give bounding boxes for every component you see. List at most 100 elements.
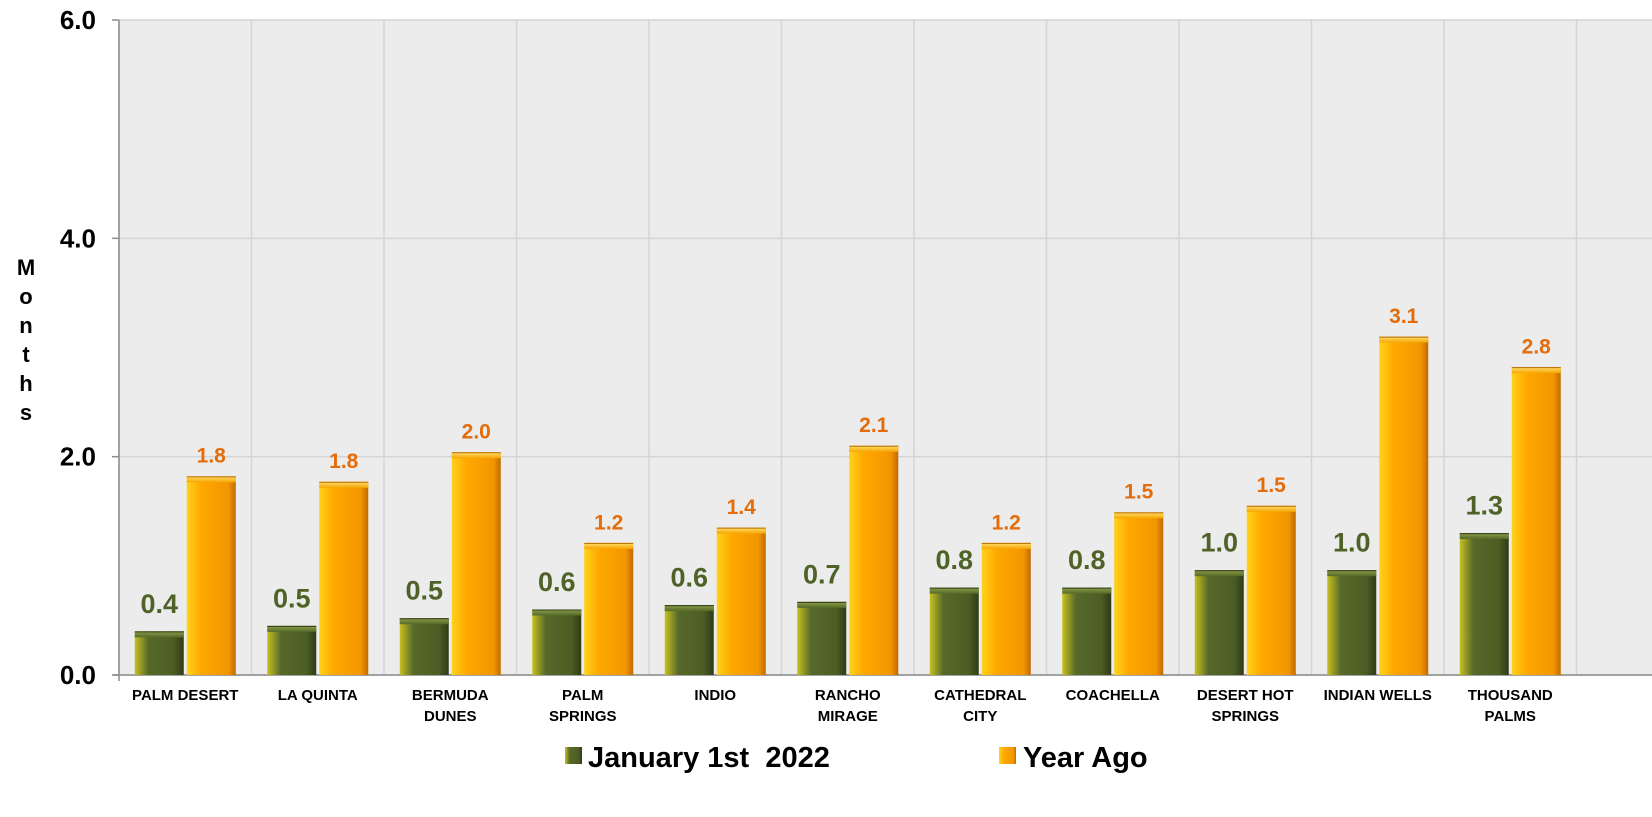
data-label: 0.7 bbox=[803, 559, 841, 589]
bar-body bbox=[1459, 533, 1509, 675]
bar-year-ago bbox=[716, 527, 766, 675]
x-tick-label-line: INDIAN WELLS bbox=[1324, 687, 1432, 704]
bar-bevel bbox=[267, 625, 317, 632]
legend-item-series-1: January 1st 2022 bbox=[565, 742, 830, 774]
data-label: 2.1 bbox=[859, 414, 889, 437]
bar-year-ago bbox=[1379, 336, 1429, 675]
bar-body bbox=[584, 542, 634, 675]
bar-january-2022 bbox=[134, 631, 184, 675]
bar-bevel bbox=[186, 476, 236, 483]
legend-item-series-2: Year Ago bbox=[999, 742, 1148, 774]
legend-label-series-1: January 1st 2022 bbox=[588, 742, 830, 774]
data-label: 0.6 bbox=[538, 567, 576, 597]
bar-bevel bbox=[1114, 512, 1164, 519]
bar-january-2022 bbox=[1327, 570, 1377, 675]
x-tick-label-line: DESERT HOT bbox=[1197, 687, 1294, 704]
bar-body bbox=[849, 445, 899, 675]
x-tick-label: INDIO bbox=[694, 687, 736, 704]
data-label: 0.5 bbox=[273, 583, 311, 613]
legend-label-series-2: Year Ago bbox=[1023, 742, 1148, 774]
x-tick-label-line: PALM DESERT bbox=[132, 687, 238, 704]
x-tick-label-line: PALMS bbox=[1485, 708, 1536, 725]
bar-january-2022 bbox=[1062, 587, 1112, 675]
bar-body bbox=[1379, 336, 1429, 675]
legend-swatch-series-1 bbox=[565, 747, 582, 764]
bar-year-ago bbox=[451, 452, 501, 675]
data-label: 2.8 bbox=[1522, 336, 1552, 359]
data-label: 1.2 bbox=[992, 511, 1021, 534]
bar-bevel bbox=[584, 542, 634, 549]
data-label: 1.4 bbox=[727, 496, 757, 519]
y-axis-label-letter: s bbox=[20, 400, 32, 425]
bar-bevel bbox=[319, 481, 369, 488]
x-tick-label-line: SPRINGS bbox=[1211, 708, 1279, 725]
bar-bevel bbox=[849, 445, 899, 452]
bar-year-ago bbox=[849, 445, 899, 675]
x-axis: PALM DESERT LA QUINTA BERMUDA DUNES PALM SPRI… bbox=[132, 687, 1553, 725]
bar-body bbox=[1327, 570, 1377, 675]
bar-bevel bbox=[399, 618, 449, 625]
x-tick-label: PALM SPRINGS bbox=[549, 687, 617, 725]
bar-january-2022 bbox=[532, 609, 582, 675]
y-axis-label-letter: n bbox=[19, 313, 32, 338]
x-tick-label: CATHEDRAL CITY bbox=[934, 687, 1026, 725]
data-label: 0.6 bbox=[670, 563, 708, 593]
x-tick-label: INDIAN WELLS bbox=[1324, 687, 1432, 704]
bar-bevel bbox=[532, 609, 582, 616]
y-axis: 0.0 2.0 4.0 6.0 bbox=[60, 5, 96, 690]
bar-bevel bbox=[797, 601, 847, 608]
x-tick-label-line: INDIO bbox=[694, 687, 736, 704]
bar-body bbox=[929, 587, 979, 675]
legend-swatch-series-2 bbox=[999, 747, 1016, 764]
data-label: 0.8 bbox=[1068, 545, 1106, 575]
data-label: 1.5 bbox=[1257, 474, 1287, 497]
bar-january-2022 bbox=[1194, 570, 1244, 675]
x-tick-label: BERMUDA DUNES bbox=[412, 687, 489, 725]
data-label: 0.4 bbox=[140, 589, 178, 619]
bar-bevel bbox=[1379, 336, 1429, 343]
y-axis-label-letter: o bbox=[19, 284, 32, 309]
x-tick-label-line: DUNES bbox=[424, 708, 477, 725]
data-label: 1.8 bbox=[197, 445, 227, 468]
y-axis-label-letter: M bbox=[17, 255, 35, 280]
bar-body bbox=[134, 631, 184, 675]
value-labels: 0.4 1.8 0.5 1.8 0.5 2.0 0.6 1.2 0.6 1.4 0.7 2.1 0.8 1… bbox=[140, 305, 1551, 619]
x-tick-label-line: CATHEDRAL bbox=[934, 687, 1026, 704]
y-tick-label: 6.0 bbox=[60, 5, 96, 35]
bar-body bbox=[1062, 587, 1112, 675]
x-tick-label: PALM DESERT bbox=[132, 687, 238, 704]
bar-bevel bbox=[1327, 570, 1377, 577]
y-tick-label: 0.0 bbox=[60, 660, 96, 690]
data-label: 0.8 bbox=[935, 545, 973, 575]
data-label: 2.0 bbox=[462, 421, 491, 444]
bar-january-2022 bbox=[267, 625, 317, 675]
bar-january-2022 bbox=[664, 605, 714, 675]
bars bbox=[134, 336, 1561, 675]
data-label: 0.5 bbox=[405, 576, 443, 606]
x-tick-label: RANCHO MIRAGE bbox=[815, 687, 881, 725]
x-tick-label: DESERT HOT SPRINGS bbox=[1197, 687, 1294, 725]
bar-bevel bbox=[929, 587, 979, 594]
x-tick-label-line: LA QUINTA bbox=[278, 687, 358, 704]
bar-january-2022 bbox=[929, 587, 979, 675]
y-axis-label-letter: t bbox=[22, 342, 30, 367]
y-axis-label-letter: h bbox=[19, 371, 32, 396]
bar-body bbox=[399, 618, 449, 675]
bar-bevel bbox=[1194, 570, 1244, 577]
data-label: 1.3 bbox=[1465, 491, 1503, 521]
bar-bevel bbox=[1511, 367, 1561, 374]
bar-bevel bbox=[1459, 533, 1509, 540]
x-tick-label-line: PALM bbox=[562, 687, 603, 704]
x-tick-label-line: SPRINGS bbox=[549, 708, 617, 725]
data-label: 1.2 bbox=[594, 511, 623, 534]
x-tick-label-line: RANCHO bbox=[815, 687, 881, 704]
bar-january-2022 bbox=[1459, 533, 1509, 675]
bar-body bbox=[186, 476, 236, 675]
bar-body bbox=[1246, 505, 1296, 675]
data-label: 1.8 bbox=[329, 450, 359, 473]
bar-body bbox=[1194, 570, 1244, 675]
legend: January 1st 2022 Year Ago bbox=[565, 742, 1148, 774]
x-tick-label-line: MIRAGE bbox=[818, 708, 878, 725]
